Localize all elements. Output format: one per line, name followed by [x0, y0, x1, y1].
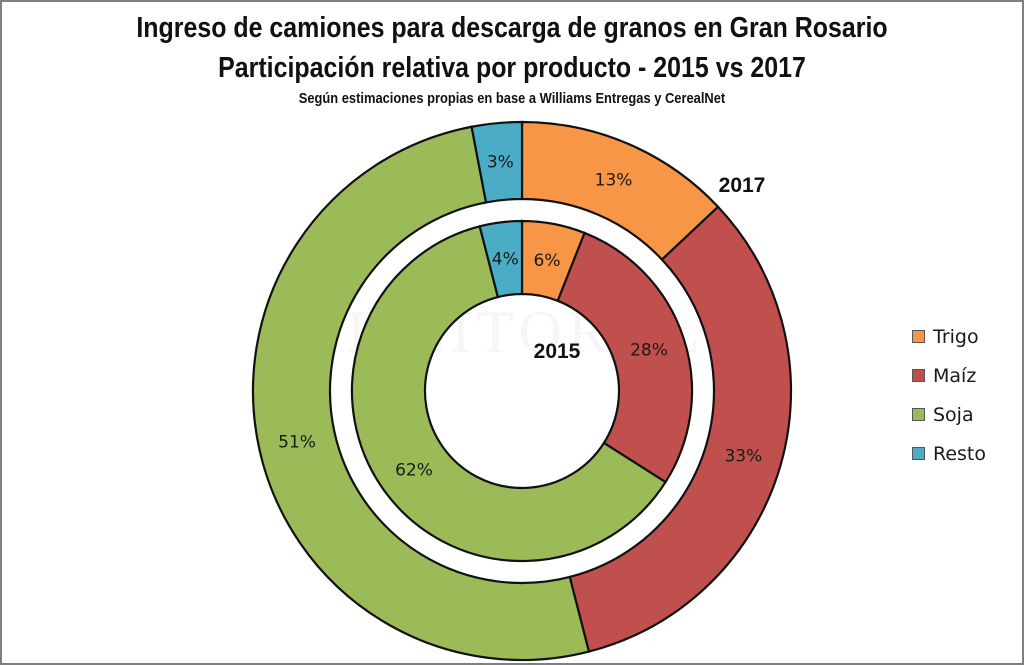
legend-item-trigo: Trigo — [912, 317, 986, 356]
slice-2017-maiz — [568, 205, 793, 653]
slice-2017-resto — [470, 120, 524, 204]
slice-2015-resto — [478, 219, 524, 299]
legend-swatch-maiz — [912, 369, 925, 382]
data-label-2015-resto: 4% — [492, 250, 519, 270]
data-label-2017-soja: 51% — [278, 432, 316, 452]
ring-label-2017: 2017 — [719, 174, 766, 197]
data-label-2017-resto: 3% — [487, 153, 514, 173]
slice-2017-soja — [251, 125, 591, 662]
slice-2015-soja — [350, 224, 668, 563]
chart-title: Ingreso de camiones para descarga de gra… — [136, 12, 888, 44]
data-label-2017-maiz: 33% — [724, 446, 762, 466]
legend-label: Trigo — [933, 325, 979, 348]
legend: Trigo Maíz Soja Resto — [912, 317, 986, 473]
legend-swatch-resto — [912, 447, 925, 460]
legend-label: Maíz — [933, 364, 977, 387]
data-label-2015-trigo: 6% — [534, 251, 561, 271]
data-label-2015-soja: 62% — [395, 460, 433, 480]
data-label-2015-maiz: 28% — [630, 341, 668, 361]
legend-item-soja: Soja — [912, 395, 986, 434]
legend-label: Resto — [933, 442, 987, 465]
legend-item-maiz: Maíz — [912, 356, 986, 395]
legend-swatch-trigo — [912, 330, 925, 343]
legend-label: Soja — [933, 403, 974, 426]
legend-item-resto: Resto — [912, 434, 986, 473]
ring-label-2015: 2015 — [534, 340, 581, 363]
chart-title-line2: Participación relativa por producto - 20… — [218, 52, 806, 84]
chart-subtitle: Según estimaciones propias en base a Wil… — [298, 90, 726, 107]
data-label-2017-trigo: 13% — [595, 170, 633, 190]
legend-swatch-soja — [912, 408, 925, 421]
slice-2015-maiz — [556, 231, 694, 484]
